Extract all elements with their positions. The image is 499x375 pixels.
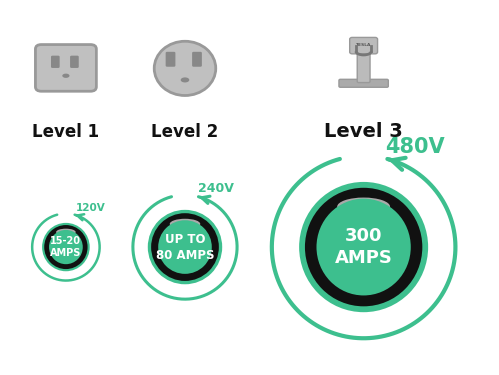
Ellipse shape [154,41,216,96]
Ellipse shape [56,229,76,236]
Text: 300
AMPS: 300 AMPS [335,227,393,267]
Text: Level 3: Level 3 [324,122,403,141]
FancyBboxPatch shape [339,80,388,87]
Text: 120V: 120V [75,203,105,213]
Ellipse shape [62,74,69,78]
FancyBboxPatch shape [166,52,176,67]
Text: 15-20
AMPS: 15-20 AMPS [50,236,81,258]
Ellipse shape [148,210,222,284]
Text: UP TO
80 AMPS: UP TO 80 AMPS [156,232,214,261]
Text: 480V: 480V [385,137,445,157]
FancyBboxPatch shape [35,45,96,91]
Ellipse shape [158,220,212,274]
FancyBboxPatch shape [192,52,202,67]
Ellipse shape [44,225,87,269]
FancyBboxPatch shape [51,56,60,68]
Ellipse shape [49,230,83,264]
Ellipse shape [42,223,90,271]
Ellipse shape [151,213,219,281]
Ellipse shape [170,219,200,229]
Ellipse shape [305,188,422,306]
Text: Level 1: Level 1 [32,123,99,141]
FancyBboxPatch shape [350,38,378,54]
Ellipse shape [337,198,390,216]
FancyBboxPatch shape [357,49,370,82]
Text: Level 2: Level 2 [151,123,219,141]
Ellipse shape [181,77,189,82]
FancyBboxPatch shape [70,56,79,68]
Ellipse shape [299,182,428,312]
Text: 240V: 240V [198,182,234,195]
Ellipse shape [316,199,411,296]
Text: TESLA: TESLA [356,43,371,47]
